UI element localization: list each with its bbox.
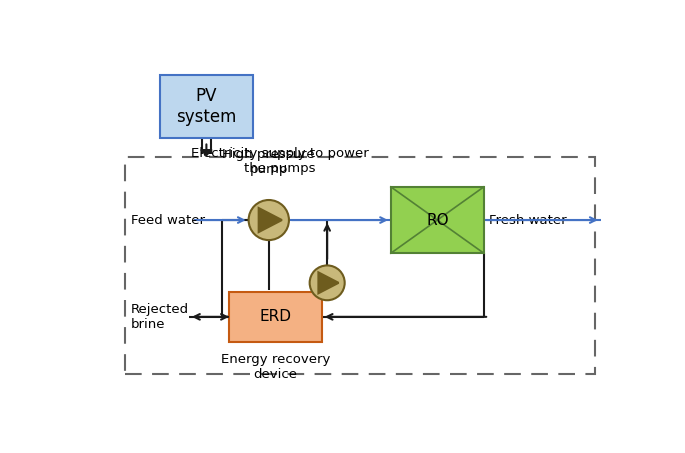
- Bar: [391, 187, 484, 253]
- Text: Rejected
brine: Rejected brine: [131, 303, 189, 331]
- Text: Electricity supply to power
the pumps: Electricity supply to power the pumps: [190, 147, 369, 175]
- Text: Energy recovery
device: Energy recovery device: [221, 352, 330, 381]
- Polygon shape: [319, 272, 338, 293]
- Text: Feed water: Feed water: [131, 213, 205, 226]
- Ellipse shape: [310, 265, 345, 300]
- Ellipse shape: [249, 200, 289, 240]
- Bar: [160, 75, 253, 138]
- Polygon shape: [259, 208, 282, 232]
- Bar: [229, 292, 322, 342]
- Text: PV
system: PV system: [176, 87, 236, 126]
- Text: ERD: ERD: [260, 309, 291, 324]
- Text: High pressure
pump: High pressure pump: [223, 148, 315, 176]
- Text: RO: RO: [426, 212, 449, 227]
- Bar: [125, 157, 595, 374]
- Text: Fresh water: Fresh water: [489, 213, 566, 226]
